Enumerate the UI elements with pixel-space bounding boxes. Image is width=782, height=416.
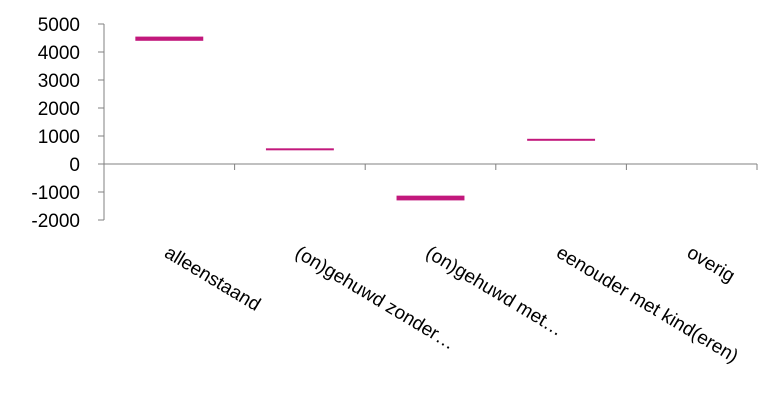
bar-1 bbox=[135, 36, 204, 41]
bar-3 bbox=[396, 195, 465, 201]
x-tick-label: (on)gehuwd met… bbox=[422, 242, 567, 340]
y-axis-ticks: 5000 4000 3000 2000 1000 0 -1000 -2000 bbox=[31, 15, 80, 232]
x-axis-ticks: alleenstaand (on)gehuwd zonder…(on)gehuwd… bbox=[161, 242, 742, 367]
x-tick-label: overig bbox=[683, 242, 738, 287]
bar-2 bbox=[265, 148, 334, 151]
y-tick-label: 3000 bbox=[38, 71, 80, 92]
y-tick-label: 1000 bbox=[38, 127, 80, 148]
bar-4 bbox=[527, 138, 596, 141]
chart-marks bbox=[135, 36, 596, 201]
y-tick-label: 5000 bbox=[38, 15, 80, 36]
y-tick-label: 4000 bbox=[38, 43, 80, 64]
y-tick-label: 0 bbox=[69, 155, 80, 176]
y-tick-label: 2000 bbox=[38, 99, 80, 120]
x-tick-label: alleenstaand bbox=[161, 242, 264, 316]
axes bbox=[98, 23, 758, 221]
y-tick-label: -2000 bbox=[31, 211, 80, 232]
y-tick-label: -1000 bbox=[31, 183, 80, 204]
